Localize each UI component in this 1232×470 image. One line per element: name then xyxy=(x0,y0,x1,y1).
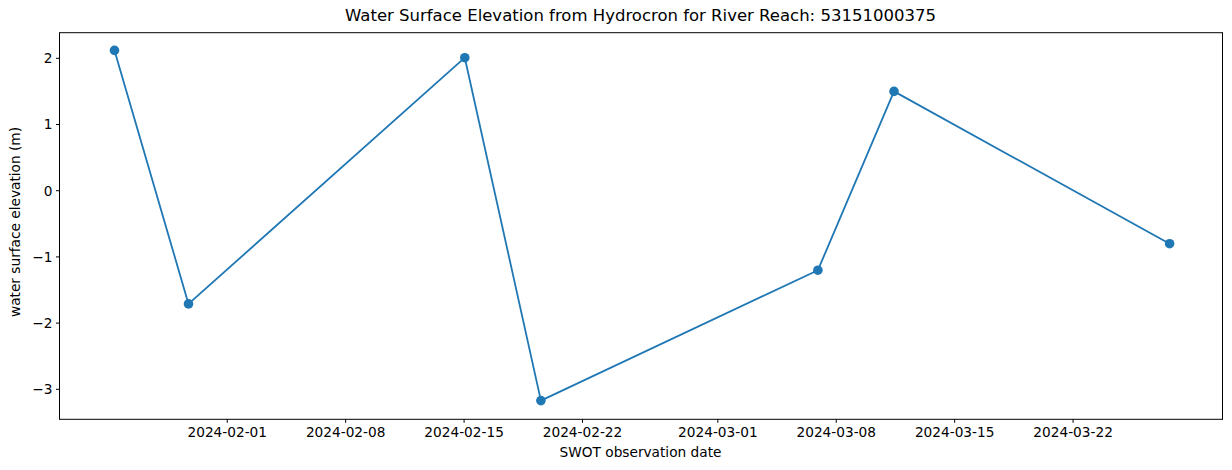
data-line xyxy=(115,50,1170,400)
x-tick-label: 2024-02-15 xyxy=(424,424,504,440)
x-tick-label: 2024-02-01 xyxy=(187,424,267,440)
data-point xyxy=(813,265,823,275)
data-point xyxy=(889,87,899,97)
y-tick-label: −1 xyxy=(32,249,52,265)
y-tick-label: 1 xyxy=(44,116,53,132)
y-tick-label: 2 xyxy=(44,50,53,66)
data-point xyxy=(536,396,546,406)
data-point xyxy=(460,53,470,63)
y-tick-label: −2 xyxy=(32,315,52,331)
x-tick-label: 2024-02-08 xyxy=(306,424,386,440)
x-tick-label: 2024-03-01 xyxy=(678,424,758,440)
y-tick-label: 0 xyxy=(44,183,53,199)
figure: Water Surface Elevation from Hydrocron f… xyxy=(0,0,1232,470)
y-tick-label: −3 xyxy=(32,381,52,397)
data-point xyxy=(1165,239,1175,249)
data-point xyxy=(184,299,194,309)
axes-frame xyxy=(60,33,1223,420)
x-tick-label: 2024-03-15 xyxy=(915,424,995,440)
data-point xyxy=(110,46,120,56)
x-tick-label: 2024-02-22 xyxy=(543,424,623,440)
x-tick-label: 2024-03-22 xyxy=(1033,424,1113,440)
plot-area: 2024-02-01 2024-02-08 2024-02-15 2024-02-22… xyxy=(0,0,1232,470)
x-tick-label: 2024-03-08 xyxy=(796,424,876,440)
